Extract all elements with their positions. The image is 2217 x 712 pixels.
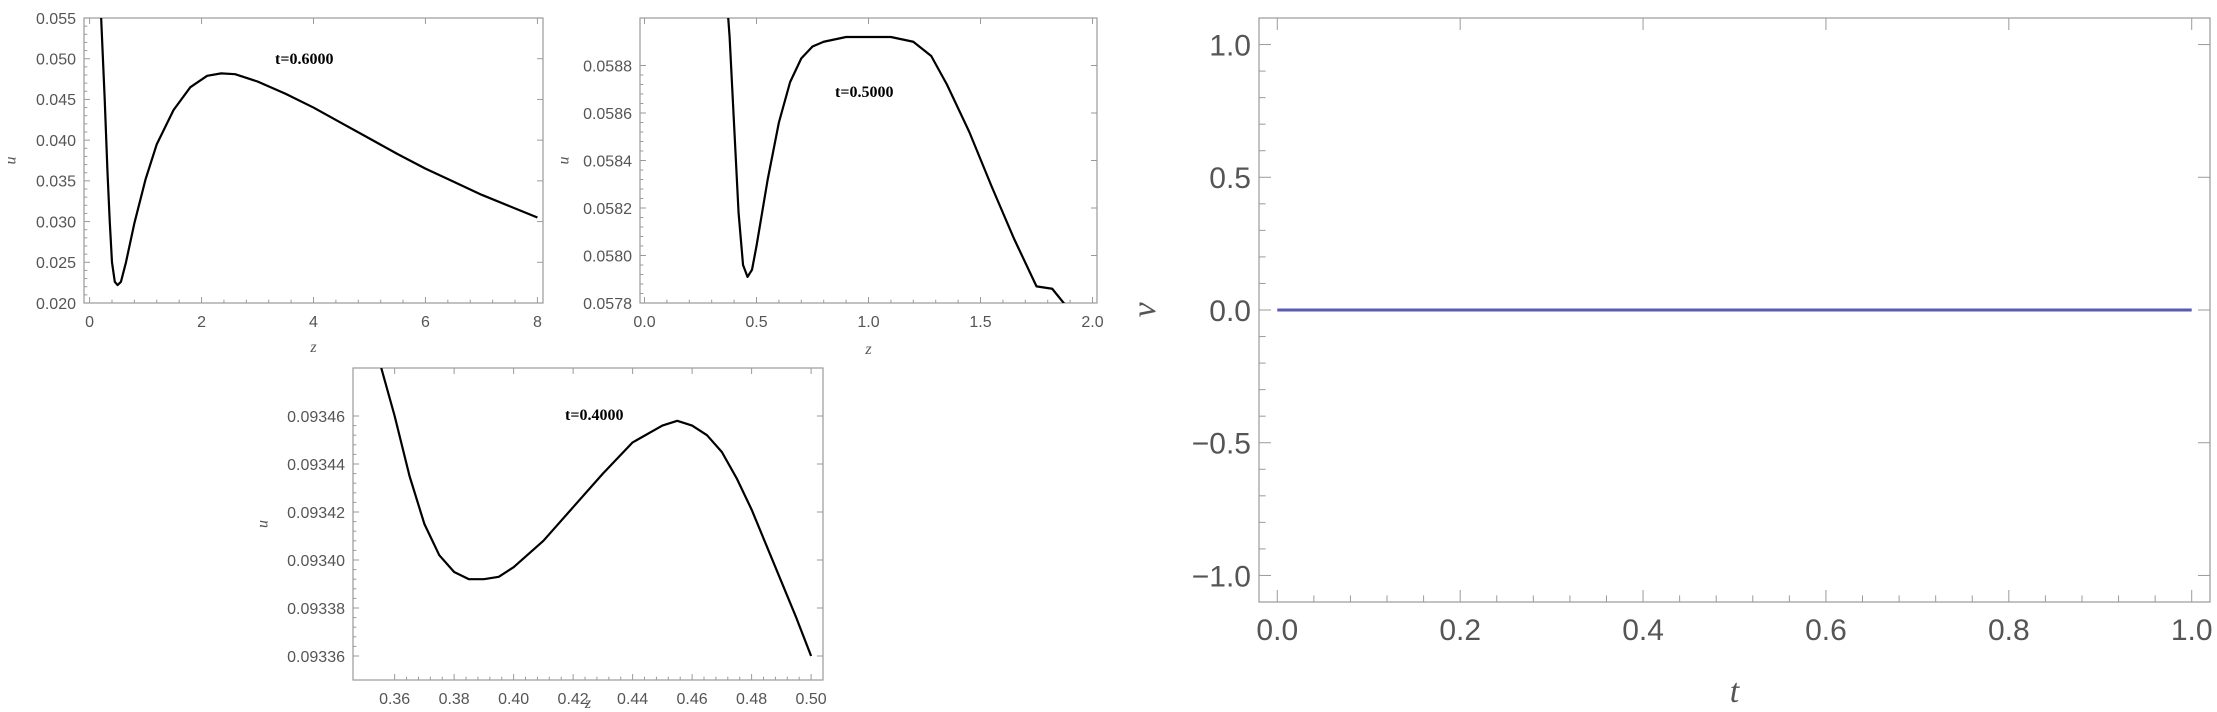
y-tick-label: 0.030 [36, 214, 76, 231]
x-tick-label: 0.0 [1256, 614, 1298, 647]
y-axis-label: u [255, 520, 272, 528]
y-tick-label: 1.0 [1209, 29, 1251, 62]
x-tick-label: 1.0 [857, 314, 879, 331]
series-line [727, 18, 1066, 303]
plot-frame [639, 17, 1098, 304]
x-tick-label: 0.4 [1622, 614, 1664, 647]
y-tick-label: 0.0582 [583, 201, 632, 218]
x-tick-label: 0.44 [617, 691, 648, 708]
x-tick-label: 0.6 [1805, 614, 1847, 647]
x-tick-label: 4 [309, 314, 318, 331]
y-axis-label: u [556, 157, 573, 165]
chart-3: 0.36 0.38 0.40 0.42 0.44 0.46 0.48 0.50 0.09336 0… [255, 367, 827, 712]
x-tick-label: 0.5 [745, 314, 767, 331]
y-tick-label: −0.5 [1192, 428, 1251, 461]
x-tick-label: 2.0 [1081, 314, 1103, 331]
y-tick-label: 0.5 [1209, 162, 1251, 195]
time-annotation: t=0.5000 [835, 84, 893, 101]
y-tick-label: 0.0580 [583, 248, 632, 265]
time-annotation: t=0.6000 [275, 51, 333, 68]
x-tick-label: 1.0 [2171, 614, 2213, 647]
y-tick-label: 0.09340 [287, 553, 345, 570]
x-tick-label: 0.0 [633, 314, 655, 331]
x-tick-label: 0.38 [439, 691, 470, 708]
y-tick-label: 0.0578 [583, 296, 632, 313]
x-tick-label: 0.46 [677, 691, 708, 708]
x-tick-label: 8 [533, 314, 542, 331]
x-tick-label: 0.8 [1988, 614, 2030, 647]
y-tick-label: 0.035 [36, 174, 76, 191]
series-line [100, 18, 538, 287]
x-tick-label: 0.50 [796, 691, 827, 708]
series-line [380, 368, 813, 657]
y-tick-label: −1.0 [1192, 560, 1251, 593]
y-tick-label: 0.040 [36, 133, 76, 150]
y-tick-label: 0.0 [1209, 295, 1251, 328]
x-tick-label: 0.48 [736, 691, 767, 708]
x-tick-label: 0.36 [379, 691, 410, 708]
x-tick-label: 0.2 [1439, 614, 1481, 647]
y-tick-label: 0.020 [36, 296, 76, 313]
y-tick-label: 0.0586 [583, 106, 632, 123]
y-axis-label: v [1126, 302, 1163, 318]
x-tick-label: 0.42 [558, 691, 589, 708]
y-tick-label: 0.045 [36, 92, 76, 109]
x-tick-label: 0.40 [498, 691, 529, 708]
y-tick-label: 0.055 [36, 11, 76, 28]
y-tick-label: 0.0588 [583, 58, 632, 75]
x-axis-label: z [864, 341, 872, 358]
y-tick-label: 0.09338 [287, 601, 345, 618]
y-axis-label: u [3, 157, 20, 165]
y-tick-label: 0.09342 [287, 505, 345, 522]
y-tick-label: 0.050 [36, 51, 76, 68]
y-tick-label: 0.0584 [583, 153, 632, 170]
x-axis-label: z [584, 695, 592, 712]
plot-frame [352, 367, 824, 681]
y-tick-label: 0.09336 [287, 649, 345, 666]
x-axis-label: z [309, 339, 317, 356]
chart-1: 0 2 4 6 8 0.020 0.025 0.030 0.035 0.040 0.045 0.050… [3, 11, 544, 356]
chart-4: 0.0 0.2 0.4 0.6 0.8 1.0 −1.0 −0.5 0.0 0.5 1.0 t v [1126, 17, 2213, 710]
y-tick-label: 0.09346 [287, 409, 345, 426]
x-tick-label: 1.5 [969, 314, 991, 331]
x-tick-label: 2 [197, 314, 206, 331]
y-tick-label: 0.09344 [287, 457, 345, 474]
time-annotation: t=0.4000 [565, 407, 623, 424]
y-tick-label: 0.025 [36, 255, 76, 272]
x-tick-label: 0 [85, 314, 94, 331]
x-tick-label: 6 [421, 314, 430, 331]
x-axis-label: t [1730, 673, 1741, 710]
chart-2: 0.0 0.5 1.0 1.5 2.0 0.0578 0.0580 0.0582 0.0584 0… [556, 17, 1104, 358]
